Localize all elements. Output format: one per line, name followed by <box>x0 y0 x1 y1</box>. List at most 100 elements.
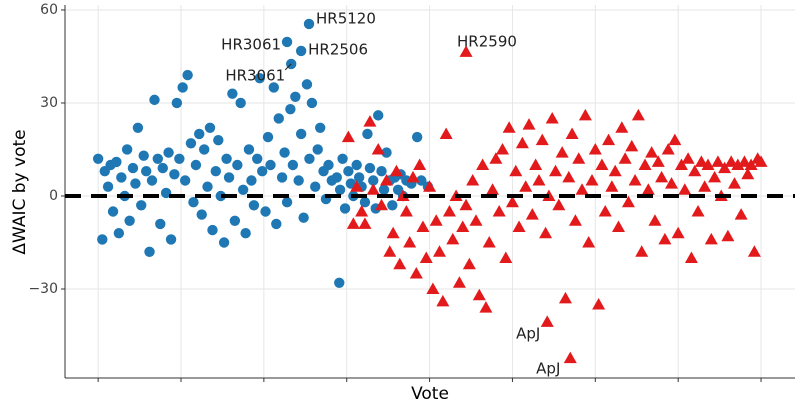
point <box>655 170 669 183</box>
point <box>243 144 255 155</box>
point <box>97 234 108 245</box>
point <box>436 294 450 307</box>
point <box>525 208 539 220</box>
point <box>334 277 345 289</box>
point <box>204 122 216 133</box>
point <box>411 131 423 143</box>
point <box>419 251 433 264</box>
point <box>379 173 393 186</box>
point <box>681 152 695 164</box>
point <box>585 173 599 186</box>
point <box>339 203 351 214</box>
point <box>708 170 722 183</box>
point <box>728 177 742 189</box>
point <box>257 165 268 177</box>
point <box>210 165 222 177</box>
point <box>691 204 705 217</box>
point <box>92 153 104 164</box>
point <box>658 232 672 245</box>
point <box>529 158 543 170</box>
point <box>227 88 238 99</box>
point <box>711 155 725 167</box>
point <box>688 164 702 177</box>
point <box>648 214 662 226</box>
point <box>310 181 321 192</box>
point <box>366 183 380 195</box>
point <box>350 180 364 192</box>
point <box>287 159 299 171</box>
point-label: ApJ <box>536 360 560 378</box>
point <box>718 161 732 174</box>
point <box>157 162 168 174</box>
point <box>252 153 263 164</box>
point <box>363 115 377 127</box>
point <box>479 301 493 313</box>
point <box>260 206 271 217</box>
point <box>171 97 183 109</box>
point-label: HR2506 <box>308 40 368 58</box>
point <box>598 204 612 217</box>
point <box>306 97 318 109</box>
point <box>196 209 207 220</box>
point <box>747 245 761 257</box>
point <box>684 251 698 264</box>
point <box>731 158 745 170</box>
point <box>638 158 652 170</box>
point <box>602 133 616 146</box>
point <box>618 152 632 164</box>
point <box>271 218 282 230</box>
point <box>704 232 718 245</box>
point <box>312 144 323 155</box>
point <box>337 153 348 164</box>
point <box>194 128 205 140</box>
point <box>207 224 218 236</box>
point <box>246 175 257 186</box>
point <box>452 276 466 288</box>
point <box>595 158 609 170</box>
point <box>393 257 407 270</box>
point <box>416 220 430 233</box>
point <box>562 170 576 183</box>
point <box>111 156 122 168</box>
point-label: HR2590 <box>457 32 517 50</box>
point-label: HR3061 <box>221 35 281 53</box>
point <box>343 165 354 177</box>
point <box>218 237 230 248</box>
point <box>152 153 164 164</box>
point <box>678 183 692 195</box>
point <box>552 198 566 211</box>
point <box>232 159 243 171</box>
point <box>285 103 296 115</box>
point <box>121 144 133 155</box>
x-axis-title: Vote <box>411 384 449 404</box>
point <box>519 180 533 192</box>
point <box>509 164 523 177</box>
points <box>92 18 768 364</box>
point <box>608 164 622 177</box>
point <box>535 133 549 146</box>
point <box>540 315 554 327</box>
point <box>295 128 307 140</box>
point <box>199 144 210 155</box>
point <box>439 127 453 139</box>
y-axis-title: ΔWAIC by vote <box>10 129 30 254</box>
point <box>334 184 346 195</box>
point <box>694 155 708 167</box>
point <box>281 36 293 48</box>
point <box>539 226 553 239</box>
point <box>724 155 738 167</box>
point <box>426 282 440 295</box>
point <box>635 245 649 257</box>
point <box>625 139 639 152</box>
point <box>671 226 685 239</box>
point <box>368 175 379 186</box>
point <box>575 183 589 195</box>
point <box>276 172 288 183</box>
point <box>558 291 572 304</box>
point <box>279 147 290 158</box>
point <box>149 94 160 106</box>
point <box>240 228 251 239</box>
y-tick-label: 60 <box>40 2 58 18</box>
point <box>628 173 642 186</box>
